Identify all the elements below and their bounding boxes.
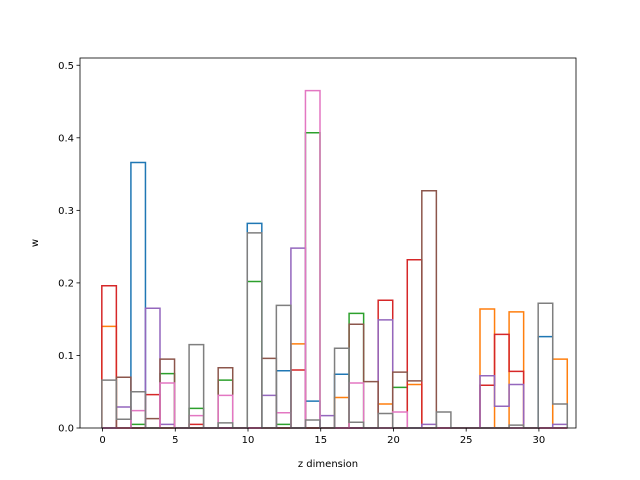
x-axis: 0 5 10 15 20 25 30 [99, 428, 545, 446]
y-tick-label: 0.0 [58, 424, 74, 435]
y-tick-label: 0.5 [58, 61, 74, 72]
x-tick-label: 25 [460, 435, 473, 446]
x-tick-label: 5 [172, 435, 178, 446]
x-tick-label: 10 [242, 435, 255, 446]
y-axis-label: w [30, 239, 41, 247]
x-axis-label: z dimension [298, 459, 358, 470]
y-tick-label: 0.1 [58, 351, 74, 362]
y-tick-label: 0.3 [58, 206, 74, 217]
x-tick-label: 0 [99, 435, 105, 446]
y-tick-label: 0.4 [58, 133, 74, 144]
y-tick-label: 0.2 [58, 278, 74, 289]
x-tick-label: 30 [533, 435, 546, 446]
x-tick-label: 20 [387, 435, 400, 446]
x-tick-label: 15 [314, 435, 327, 446]
y-axis: 0.0 0.1 0.2 0.3 0.4 0.5 [58, 61, 80, 435]
plot-frame [79, 57, 577, 429]
